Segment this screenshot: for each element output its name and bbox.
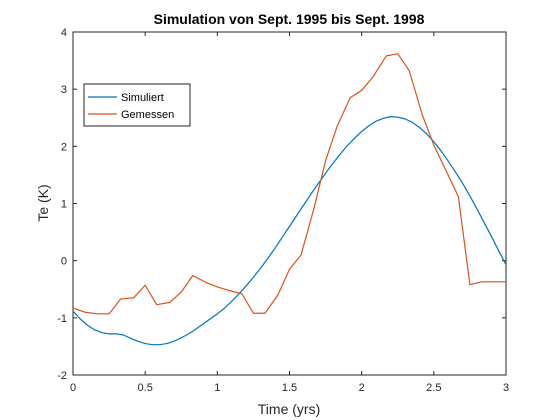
legend-label-simuliert: Simuliert [121,92,164,104]
legend: Simuliert Gemessen [83,83,191,127]
x-axis-label: Time (yrs) [258,401,320,417]
x-tick-label: 2.5 [426,382,441,394]
series-layer [72,53,507,346]
plot-area [72,31,507,376]
x-tick-label: 2 [359,382,365,394]
y-tick-label: 3 [61,84,67,96]
series-line-simuliert [72,116,507,346]
y-tick-label: 0 [61,256,67,268]
legend-box [83,83,191,127]
chart-title: Simulation von Sept. 1995 bis Sept. 1998 [154,11,425,27]
axis-ticks: 0 0.5 1 1.5 2 2.5 3 -2 -1 0 1 2 3 4 [57,27,509,394]
series-line-gemessen [72,53,506,315]
y-tick-label: -2 [57,370,67,382]
x-tick-label: 3 [503,382,509,394]
y-tick-label: -1 [57,313,67,325]
x-tick-label: 0.5 [138,382,153,394]
y-tick-label: 1 [61,199,67,211]
x-tick-label: 1.5 [282,382,297,394]
x-tick-label: 1 [214,382,220,394]
y-tick-label: 4 [61,27,67,39]
x-tick-label: 0 [70,382,76,394]
y-tick-label: 2 [61,141,67,153]
y-axis-label: Te (K) [35,184,51,221]
legend-label-gemessen: Gemessen [121,109,174,121]
